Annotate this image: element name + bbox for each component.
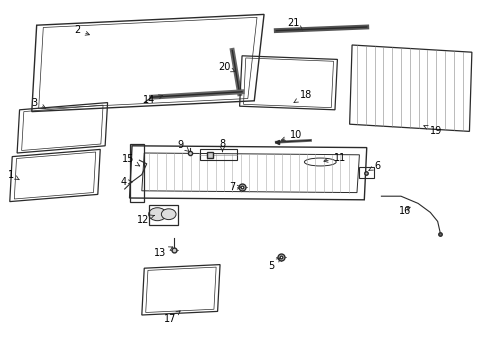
Text: 9: 9 — [178, 140, 189, 152]
Text: 4: 4 — [120, 177, 132, 187]
Text: 8: 8 — [219, 139, 225, 152]
Text: 14: 14 — [142, 95, 163, 105]
Circle shape — [148, 208, 166, 221]
Text: 11: 11 — [323, 153, 346, 163]
Text: 6: 6 — [368, 161, 380, 171]
Text: 20: 20 — [217, 62, 235, 72]
Text: 18: 18 — [293, 90, 311, 103]
Circle shape — [161, 209, 176, 220]
Text: 13: 13 — [154, 247, 172, 258]
Text: 7: 7 — [229, 182, 241, 192]
Text: 15: 15 — [122, 154, 140, 166]
Text: 3: 3 — [31, 98, 45, 108]
Text: 5: 5 — [268, 258, 280, 271]
Text: 2: 2 — [74, 25, 89, 35]
Text: 12: 12 — [136, 215, 154, 225]
Text: 19: 19 — [423, 126, 442, 136]
Text: 17: 17 — [163, 311, 180, 324]
Text: 16: 16 — [398, 206, 410, 216]
Text: 1: 1 — [8, 170, 19, 180]
Text: 21: 21 — [286, 18, 302, 30]
Text: 10: 10 — [281, 130, 302, 141]
